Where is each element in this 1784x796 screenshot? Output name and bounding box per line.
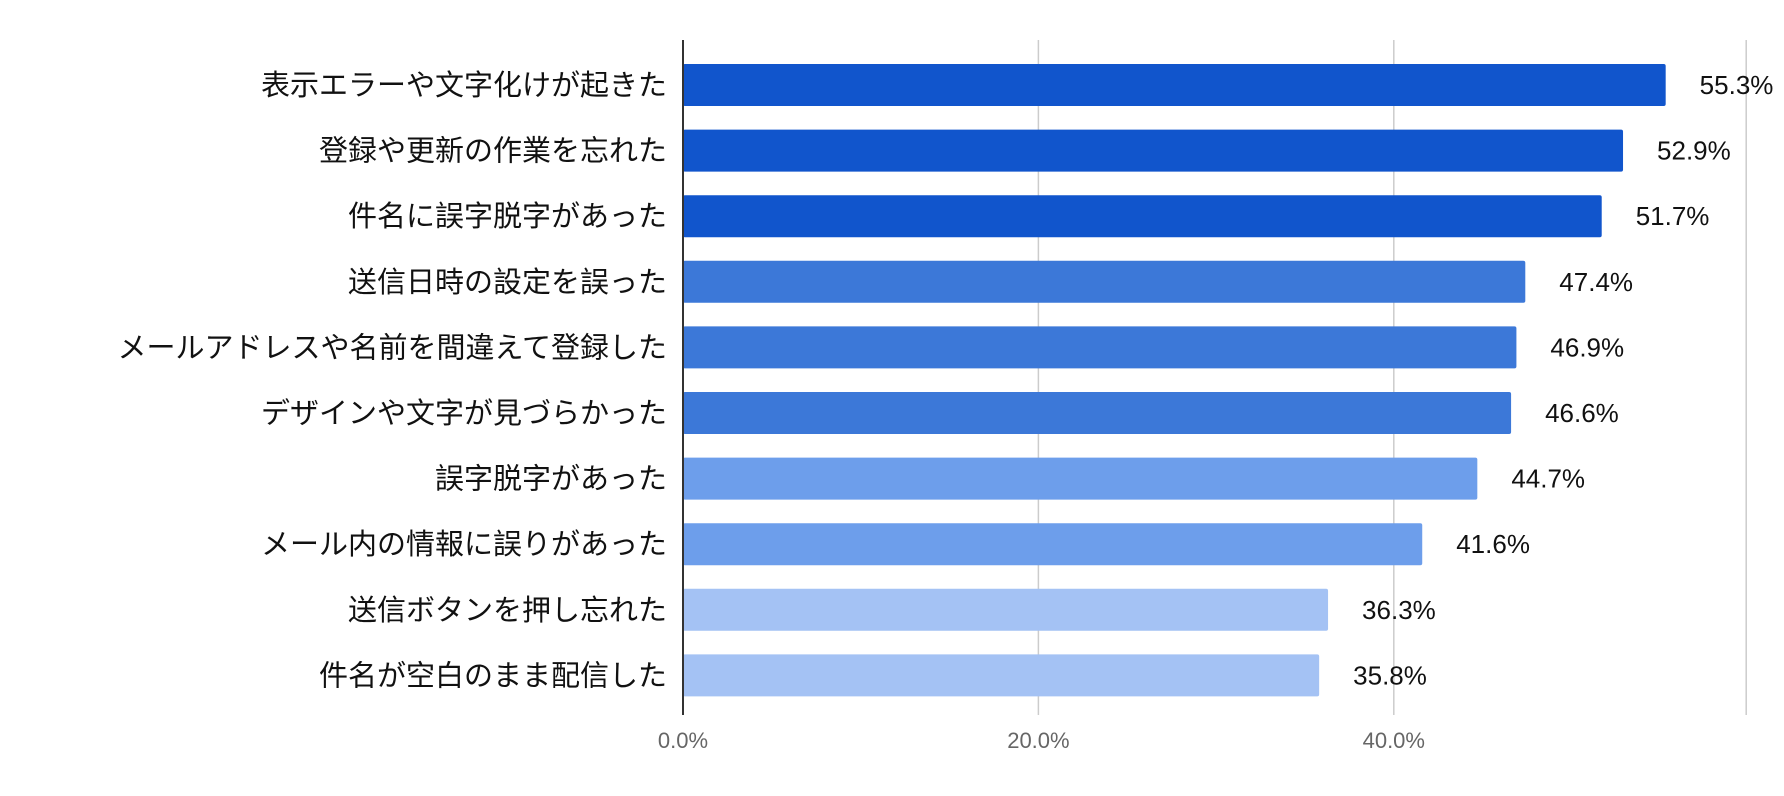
bar	[683, 260, 1526, 303]
x-tick-label: 0.0%	[658, 728, 708, 753]
category-label: メールアドレスや名前を間違えて登録した	[117, 330, 667, 364]
bar	[683, 654, 1320, 697]
bar	[683, 457, 1478, 500]
value-label: 46.6%	[1545, 398, 1619, 428]
value-label: 51.7%	[1636, 201, 1710, 231]
category-label: 表示エラーや文字化けが起きた	[261, 68, 667, 102]
category-label: 件名に誤字脱字があった	[348, 199, 667, 233]
x-tick-labels: 0.0% 20.0% 40.0%	[658, 728, 1425, 753]
category-label: メール内の情報に誤りがあった	[261, 527, 667, 561]
bar	[683, 588, 1329, 631]
value-label: 35.8%	[1353, 660, 1427, 690]
bar	[683, 129, 1624, 172]
category-label: 登録や更新の作業を忘れた	[319, 134, 667, 168]
category-label: 送信ボタンを押し忘れた	[348, 593, 667, 627]
bars	[683, 64, 1666, 697]
value-label: 44.7%	[1511, 464, 1585, 494]
value-label: 47.4%	[1559, 267, 1633, 297]
value-label: 41.6%	[1456, 529, 1530, 559]
value-labels: 55.3% 52.9% 51.7% 47.4% 46.9% 46.6% 44.7% 41.6%…	[1353, 70, 1773, 690]
category-labels: 表示エラーや文字化けが起きた登録や更新の作業を忘れた件名に誤字脱字があった送信日…	[117, 68, 667, 692]
category-label: 誤字脱字があった	[435, 462, 667, 496]
bar	[683, 523, 1423, 566]
bar	[683, 64, 1666, 106]
x-tick-label: 20.0%	[1007, 728, 1069, 753]
bar	[683, 392, 1512, 434]
value-label: 36.3%	[1362, 595, 1436, 625]
bar	[683, 326, 1517, 369]
x-tick-label: 40.0%	[1363, 728, 1425, 753]
category-label: 件名が空白のまま配信した	[319, 658, 667, 692]
value-label: 52.9%	[1657, 136, 1731, 166]
category-label: 送信日時の設定を誤った	[348, 265, 667, 299]
value-label: 55.3%	[1700, 70, 1774, 100]
bar	[683, 195, 1602, 238]
value-label: 46.9%	[1550, 332, 1624, 362]
category-label: デザインや文字が見づらかった	[261, 396, 667, 430]
